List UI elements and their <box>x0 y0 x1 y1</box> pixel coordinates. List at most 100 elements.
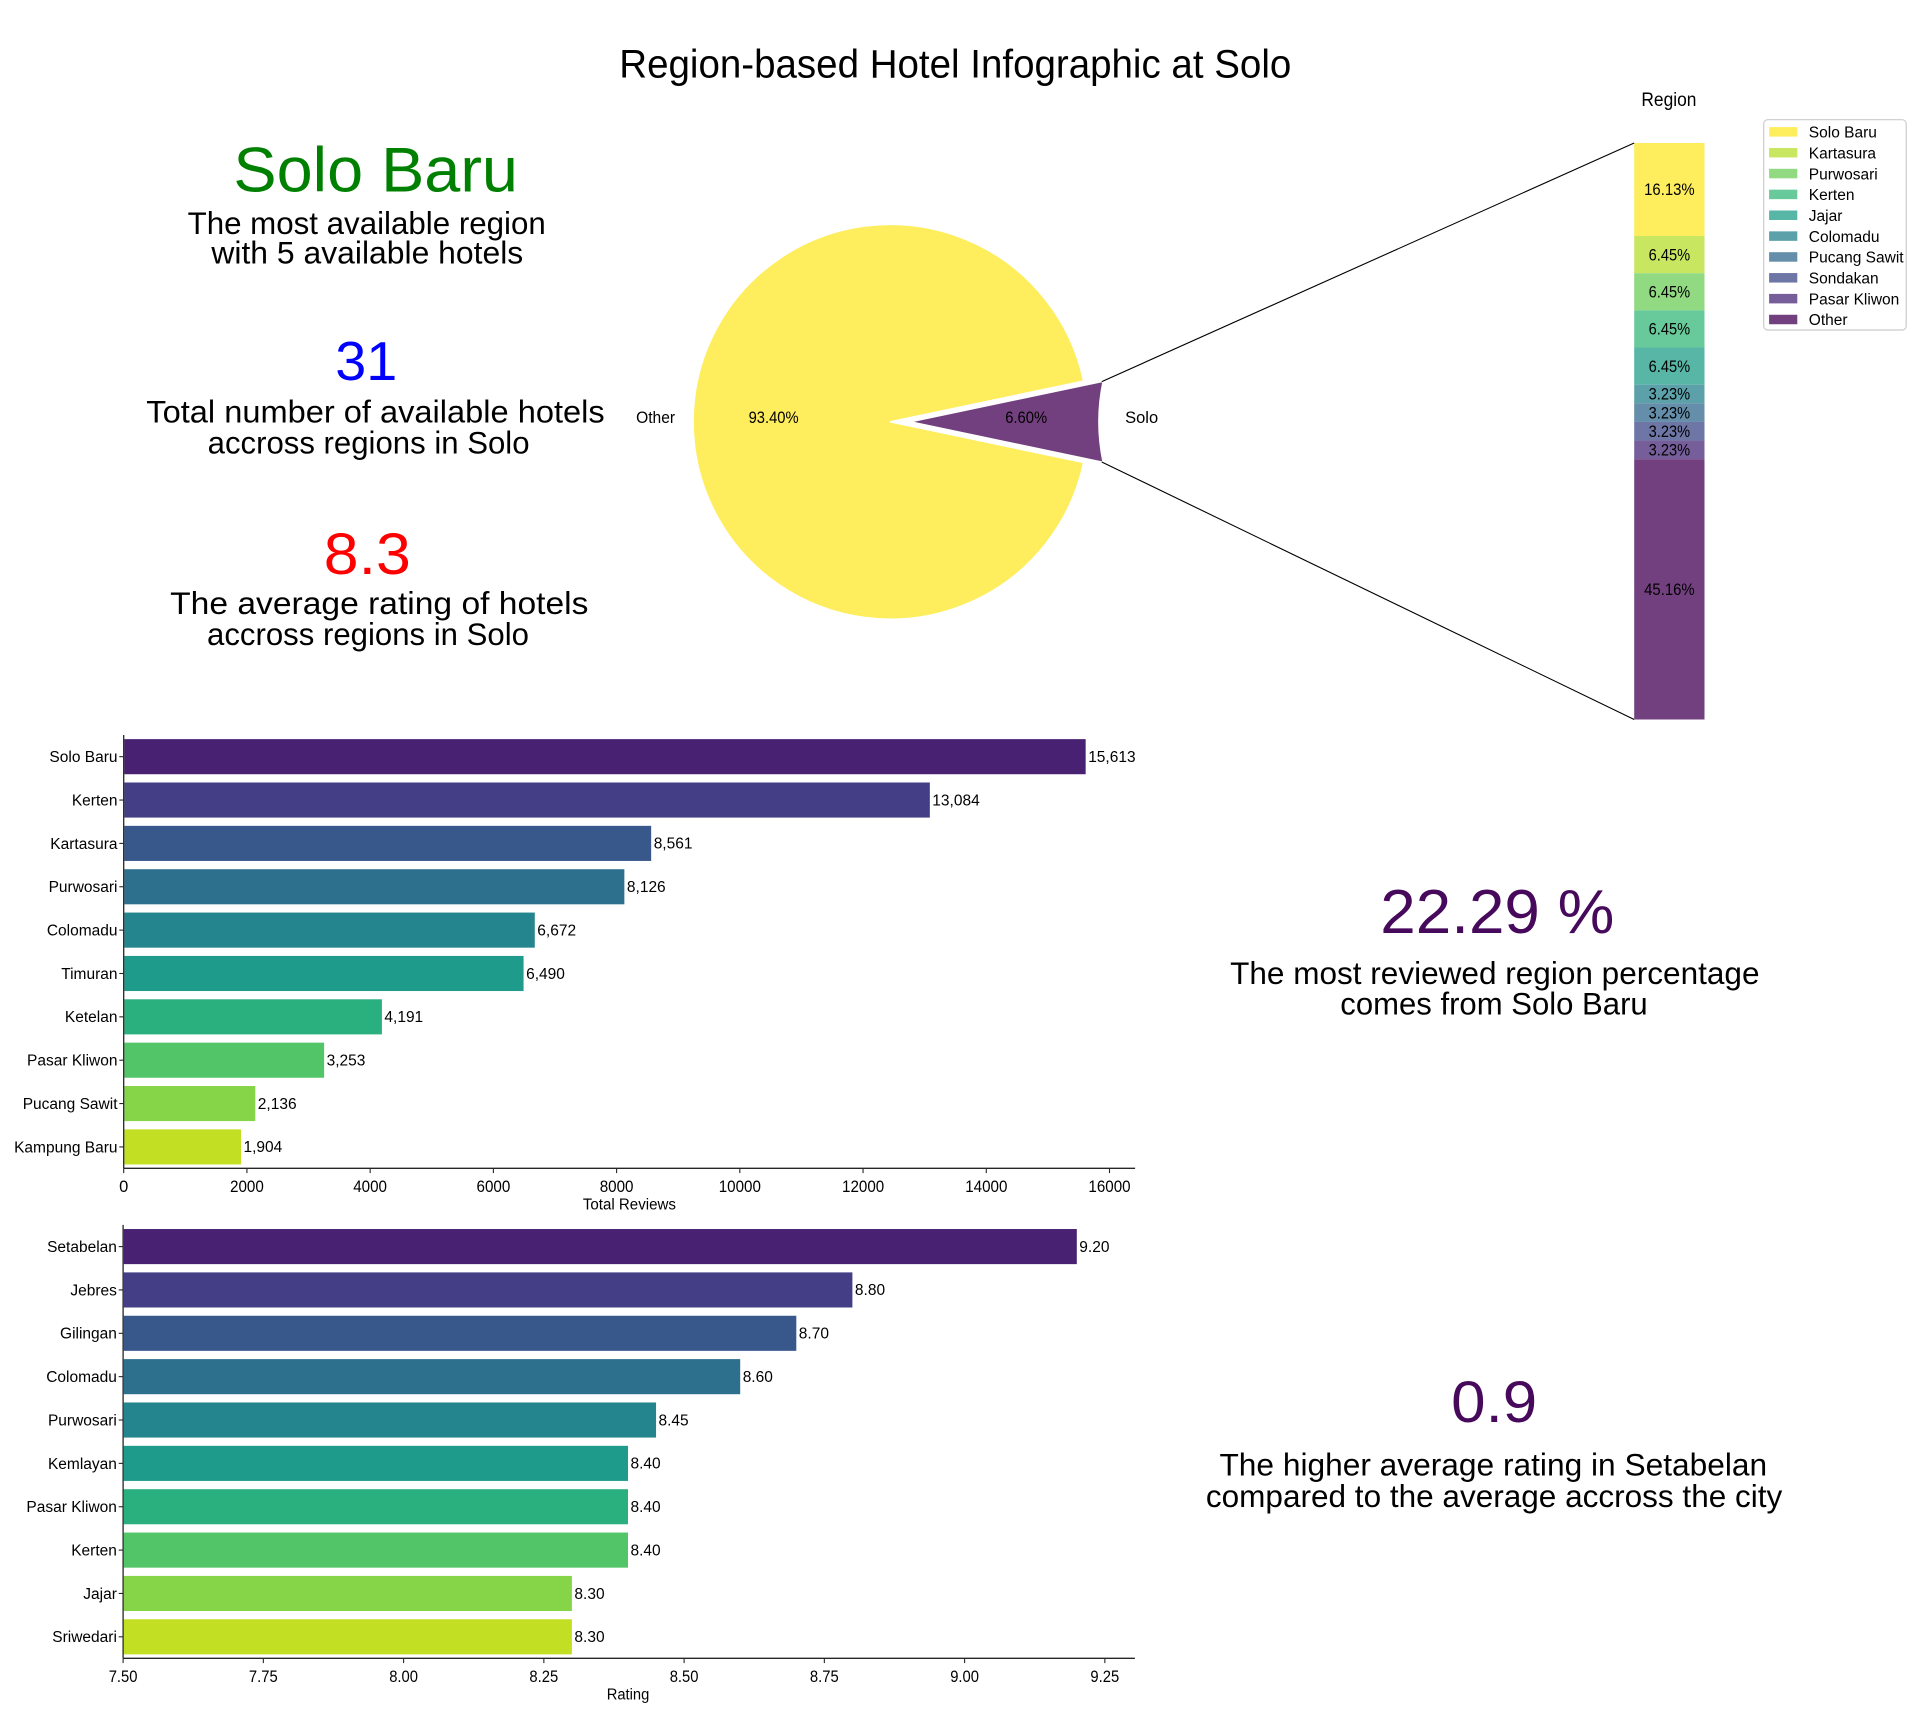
svg-text:8.60: 8.60 <box>743 1369 774 1386</box>
svg-text:Total Reviews: Total Reviews <box>583 1196 676 1213</box>
svg-text:7.50: 7.50 <box>109 1668 138 1686</box>
svg-text:3.23%: 3.23% <box>1649 423 1691 441</box>
svg-text:Colomadu: Colomadu <box>46 1369 117 1386</box>
svg-text:accross regions in Solo: accross regions in Solo <box>208 424 530 460</box>
svg-text:8.40: 8.40 <box>631 1499 662 1516</box>
svg-text:The most reviewed region perce: The most reviewed region percentage <box>1230 955 1759 991</box>
svg-text:3.23%: 3.23% <box>1649 442 1691 460</box>
svg-text:8.70: 8.70 <box>799 1326 830 1343</box>
svg-text:Solo Baru: Solo Baru <box>49 749 117 766</box>
svg-text:Kampung Baru: Kampung Baru <box>14 1139 117 1156</box>
svg-text:Pucang Sawit: Pucang Sawit <box>23 1096 118 1113</box>
svg-text:2000: 2000 <box>230 1178 264 1196</box>
svg-text:Sriwedari: Sriwedari <box>52 1629 117 1646</box>
svg-text:The higher average rating in S: The higher average rating in Setabelan <box>1219 1447 1767 1483</box>
svg-text:The most available region: The most available region <box>188 205 546 241</box>
svg-text:9.25: 9.25 <box>1090 1668 1119 1686</box>
svg-text:12000: 12000 <box>842 1178 884 1196</box>
svg-text:16000: 16000 <box>1088 1178 1130 1196</box>
svg-text:Jebres: Jebres <box>70 1282 117 1299</box>
svg-text:0: 0 <box>119 1178 128 1196</box>
svg-text:9.00: 9.00 <box>950 1668 979 1686</box>
svg-text:3.23%: 3.23% <box>1649 404 1691 422</box>
svg-text:Pasar Kliwon: Pasar Kliwon <box>1809 291 1899 308</box>
svg-text:8.40: 8.40 <box>631 1456 662 1473</box>
svg-text:Pucang Sawit: Pucang Sawit <box>1809 250 1904 267</box>
svg-text:6.60%: 6.60% <box>1005 409 1047 427</box>
svg-text:Sondakan: Sondakan <box>1809 271 1879 288</box>
svg-text:9.20: 9.20 <box>1079 1239 1110 1256</box>
svg-text:8.40: 8.40 <box>631 1542 662 1559</box>
svg-text:comes from Solo Baru: comes from Solo Baru <box>1340 985 1647 1021</box>
svg-text:Kartasura: Kartasura <box>1809 145 1877 162</box>
svg-text:Timuran: Timuran <box>61 966 117 983</box>
svg-text:Solo: Solo <box>1125 409 1158 427</box>
svg-text:13,084: 13,084 <box>932 792 980 809</box>
svg-text:Rating: Rating <box>607 1686 650 1703</box>
svg-text:with 5 available hotels: with 5 available hotels <box>210 234 523 270</box>
svg-text:Ketelan: Ketelan <box>65 1009 118 1026</box>
svg-text:8.80: 8.80 <box>855 1282 886 1299</box>
svg-text:Other: Other <box>1809 312 1848 329</box>
svg-text:Setabelan: Setabelan <box>47 1239 117 1256</box>
svg-text:22.29 %: 22.29 % <box>1380 878 1614 947</box>
svg-text:8.3: 8.3 <box>324 522 411 587</box>
svg-text:Jajar: Jajar <box>1809 208 1843 225</box>
svg-text:8000: 8000 <box>600 1178 634 1196</box>
svg-text:1,904: 1,904 <box>244 1139 283 1156</box>
svg-text:6.45%: 6.45% <box>1649 321 1691 339</box>
svg-text:The average rating of hotels: The average rating of hotels <box>170 585 588 621</box>
svg-text:14000: 14000 <box>965 1178 1007 1196</box>
svg-text:6.45%: 6.45% <box>1649 246 1691 264</box>
svg-text:7.75: 7.75 <box>249 1668 278 1686</box>
svg-text:8.30: 8.30 <box>574 1586 605 1603</box>
svg-text:Kerten: Kerten <box>1809 187 1855 204</box>
svg-text:15,613: 15,613 <box>1088 749 1135 766</box>
svg-text:Other: Other <box>636 409 675 427</box>
svg-text:accross regions in Solo: accross regions in Solo <box>207 616 529 652</box>
svg-text:Kerten: Kerten <box>71 1543 117 1560</box>
svg-text:3.23%: 3.23% <box>1649 386 1691 404</box>
svg-text:Pasar Kliwon: Pasar Kliwon <box>27 1053 117 1070</box>
svg-text:Colomadu: Colomadu <box>1809 229 1880 246</box>
svg-text:6000: 6000 <box>477 1178 511 1196</box>
svg-text:Jajar: Jajar <box>83 1586 117 1603</box>
svg-text:Solo Baru: Solo Baru <box>1809 125 1877 142</box>
svg-text:31: 31 <box>335 330 397 392</box>
svg-text:Purwosari: Purwosari <box>49 879 118 896</box>
svg-text:45.16%: 45.16% <box>1644 581 1695 599</box>
svg-text:2,136: 2,136 <box>258 1096 297 1113</box>
svg-text:Kartasura: Kartasura <box>50 836 118 853</box>
svg-text:0.9: 0.9 <box>1451 1370 1537 1435</box>
svg-text:10000: 10000 <box>719 1178 761 1196</box>
svg-text:6,672: 6,672 <box>537 922 576 939</box>
svg-text:16.13%: 16.13% <box>1644 181 1695 199</box>
svg-text:Region: Region <box>1641 89 1696 111</box>
svg-text:Total number of available hote: Total number of available hotels <box>146 394 604 430</box>
svg-text:3,253: 3,253 <box>327 1053 366 1070</box>
svg-text:Purwosari: Purwosari <box>1809 166 1878 183</box>
svg-text:Solo Baru: Solo Baru <box>233 136 518 206</box>
svg-text:Kemlayan: Kemlayan <box>48 1456 117 1473</box>
svg-text:Region-based Hotel Infographic: Region-based Hotel Infographic at Solo <box>619 43 1291 87</box>
svg-text:6.45%: 6.45% <box>1649 358 1691 376</box>
svg-text:4000: 4000 <box>353 1178 387 1196</box>
svg-text:6.45%: 6.45% <box>1649 284 1691 302</box>
svg-text:8.00: 8.00 <box>389 1668 418 1686</box>
svg-text:Gilingan: Gilingan <box>60 1326 117 1343</box>
svg-text:8.75: 8.75 <box>810 1668 839 1686</box>
svg-text:8,561: 8,561 <box>654 836 693 853</box>
svg-text:4,191: 4,191 <box>384 1009 423 1026</box>
svg-text:8,126: 8,126 <box>627 879 666 896</box>
svg-text:Purwosari: Purwosari <box>48 1412 117 1429</box>
svg-text:8.25: 8.25 <box>529 1668 558 1686</box>
svg-text:6,490: 6,490 <box>526 966 565 983</box>
svg-text:8.30: 8.30 <box>574 1629 605 1646</box>
svg-text:Kerten: Kerten <box>72 792 118 809</box>
svg-text:Colomadu: Colomadu <box>47 923 118 940</box>
svg-text:compared to the average accros: compared to the average accross the city <box>1206 1478 1783 1514</box>
svg-text:8.50: 8.50 <box>670 1668 699 1686</box>
svg-text:93.40%: 93.40% <box>749 409 799 427</box>
svg-text:8.45: 8.45 <box>659 1412 689 1429</box>
svg-text:Pasar Kliwon: Pasar Kliwon <box>26 1499 116 1516</box>
